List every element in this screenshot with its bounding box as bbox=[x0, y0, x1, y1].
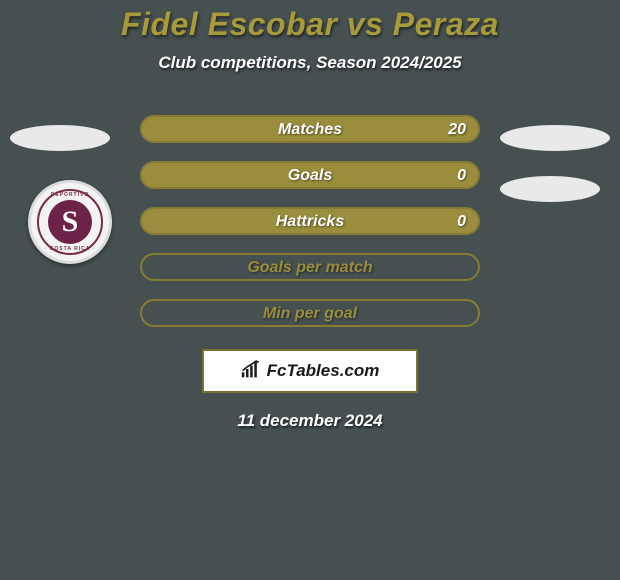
stat-value-right: 0 bbox=[457, 163, 466, 189]
page-subtitle: Club competitions, Season 2024/2025 bbox=[158, 53, 461, 73]
club-logo-ring-top: DEPORTIVO bbox=[51, 192, 89, 198]
stat-label: Matches bbox=[278, 121, 342, 138]
club-logo-ring-bottom: · COSTA RICA · bbox=[45, 246, 95, 252]
stat-row: Matches 20 bbox=[140, 115, 480, 143]
side-ellipse bbox=[500, 125, 610, 151]
stat-label: Hattricks bbox=[276, 213, 344, 230]
stat-label: Goals bbox=[288, 167, 332, 184]
brand-icon bbox=[241, 359, 261, 384]
stat-row: Hattricks 0 bbox=[140, 207, 480, 235]
club-logo: DEPORTIVO S · COSTA RICA · bbox=[28, 180, 112, 264]
page-title: Fidel Escobar vs Peraza bbox=[121, 6, 499, 43]
club-logo-letter: S bbox=[48, 200, 92, 244]
stat-row: Goals per match bbox=[140, 253, 480, 281]
stat-value-right: 20 bbox=[448, 117, 466, 143]
stat-row: Min per goal bbox=[140, 299, 480, 327]
date-text: 11 december 2024 bbox=[237, 411, 382, 431]
stat-label: Min per goal bbox=[263, 305, 357, 322]
stat-row: Goals 0 bbox=[140, 161, 480, 189]
stat-value-right: 0 bbox=[457, 209, 466, 235]
club-logo-inner: DEPORTIVO S · COSTA RICA · bbox=[37, 189, 103, 255]
stat-label: Goals per match bbox=[247, 259, 372, 276]
brand-text: FcTables.com bbox=[267, 361, 380, 381]
side-ellipse bbox=[500, 176, 600, 202]
side-ellipse bbox=[10, 125, 110, 151]
brand-badge: FcTables.com bbox=[202, 349, 418, 393]
